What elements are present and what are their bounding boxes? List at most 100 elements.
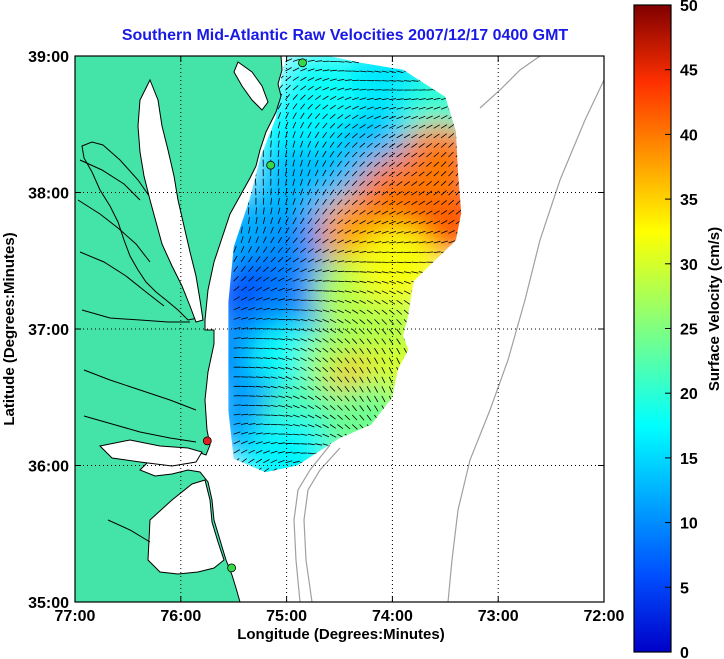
velocity-arrow [307,289,315,292]
velocity-arrow [307,385,314,391]
velocity-arrow [263,432,271,435]
velocity-arrow [307,414,315,419]
x-tick-label: 75:00 [266,608,307,625]
velocity-arrow [255,395,263,397]
velocity-arrow [359,271,367,273]
velocity-arrow [292,395,300,400]
velocity-arrow [418,106,426,110]
velocity-arrow [337,338,343,344]
velocity-arrow [255,207,257,215]
velocity-arrow [233,296,240,301]
velocity-arrow [314,131,320,139]
velocity-arrow [351,219,359,225]
bathymetry-contour [447,79,604,602]
velocity-arrow [388,376,393,384]
velocity-arrow [233,440,241,445]
velocity-arrow [292,385,300,390]
velocity-arrow [359,124,366,129]
velocity-arrow [337,61,345,63]
velocity-arrow [411,133,418,139]
velocity-arrow [337,123,343,129]
velocity-arrow [337,319,344,324]
velocity-arrow [366,230,374,234]
radar-site-marker [227,563,237,573]
velocity-arrow [448,240,456,244]
velocity-arrow [314,248,322,253]
velocity-arrow [403,231,411,234]
velocity-arrow [292,433,300,436]
velocity-arrow [255,376,263,379]
velocity-arrow [374,309,381,315]
velocity-arrow [366,171,373,177]
velocity-arrow [307,131,312,139]
velocity-arrow [359,240,367,244]
velocity-arrow [344,366,350,374]
velocity-arrow [433,230,441,234]
velocity-arrow [270,450,278,454]
velocity-arrow [278,308,286,311]
velocity-arrow [418,133,426,139]
velocity-arrow [307,258,315,263]
velocity-arrow [329,299,337,303]
velocity-arrow [314,385,321,391]
velocity-arrow [277,197,280,205]
velocity-arrow [388,347,394,355]
velocity-arrow [315,443,323,446]
velocity-arrow [277,357,286,360]
radar-site-marker [202,436,212,446]
velocity-arrow [381,376,386,384]
velocity-arrow [329,405,336,411]
velocity-arrow [307,150,311,158]
velocity-arrow [262,256,269,263]
velocity-arrow [411,241,419,244]
velocity-arrow [322,104,329,110]
velocity-arrow [315,279,323,282]
velocity-arrow [366,115,374,120]
velocity-arrow [351,209,359,215]
velocity-arrow [233,255,238,263]
velocity-arrow [314,188,319,196]
velocity-arrow [329,319,337,324]
velocity-arrow [374,115,381,120]
velocity-arrow [396,220,404,225]
velocity-arrow [329,169,335,177]
velocity-arrow [403,80,412,82]
velocity-arrow [263,441,271,445]
velocity-arrow [389,220,396,225]
velocity-arrow [307,159,311,167]
velocity-arrow [292,357,300,361]
velocity-arrow [344,328,351,334]
velocity-arrow [314,160,319,167]
velocity-arrow [344,229,352,234]
y-tick-label: 37:00 [28,322,69,339]
velocity-arrow [396,338,401,345]
velocity-arrow [248,216,250,224]
velocity-arrow [233,275,239,282]
velocity-arrow [240,265,246,272]
velocity-arrow [403,309,410,315]
velocity-arrow [322,113,328,120]
velocity-arrow [255,441,263,445]
velocity-arrow [374,180,381,187]
velocity-arrow [418,190,425,196]
velocity-arrow [277,188,280,196]
velocity-arrow [300,433,308,436]
grid [75,56,604,602]
velocity-arrow [396,115,404,120]
velocity-arrow [344,142,350,148]
velocity-arrow [381,133,389,139]
velocity-arrow [329,123,336,129]
velocity-arrow [359,220,366,225]
velocity-arrow [322,189,327,196]
velocity-arrow [448,133,455,139]
velocity-arrow [285,207,289,215]
velocity-arrow [344,395,350,402]
velocity-arrow [351,405,357,412]
velocity-arrow [241,337,249,339]
velocity-arrow [374,97,382,101]
velocity-arrow [278,424,286,426]
velocity-arrow [366,220,374,225]
velocity-arrow [300,150,303,158]
velocity-arrow [433,124,440,129]
velocity-arrow [403,143,411,148]
